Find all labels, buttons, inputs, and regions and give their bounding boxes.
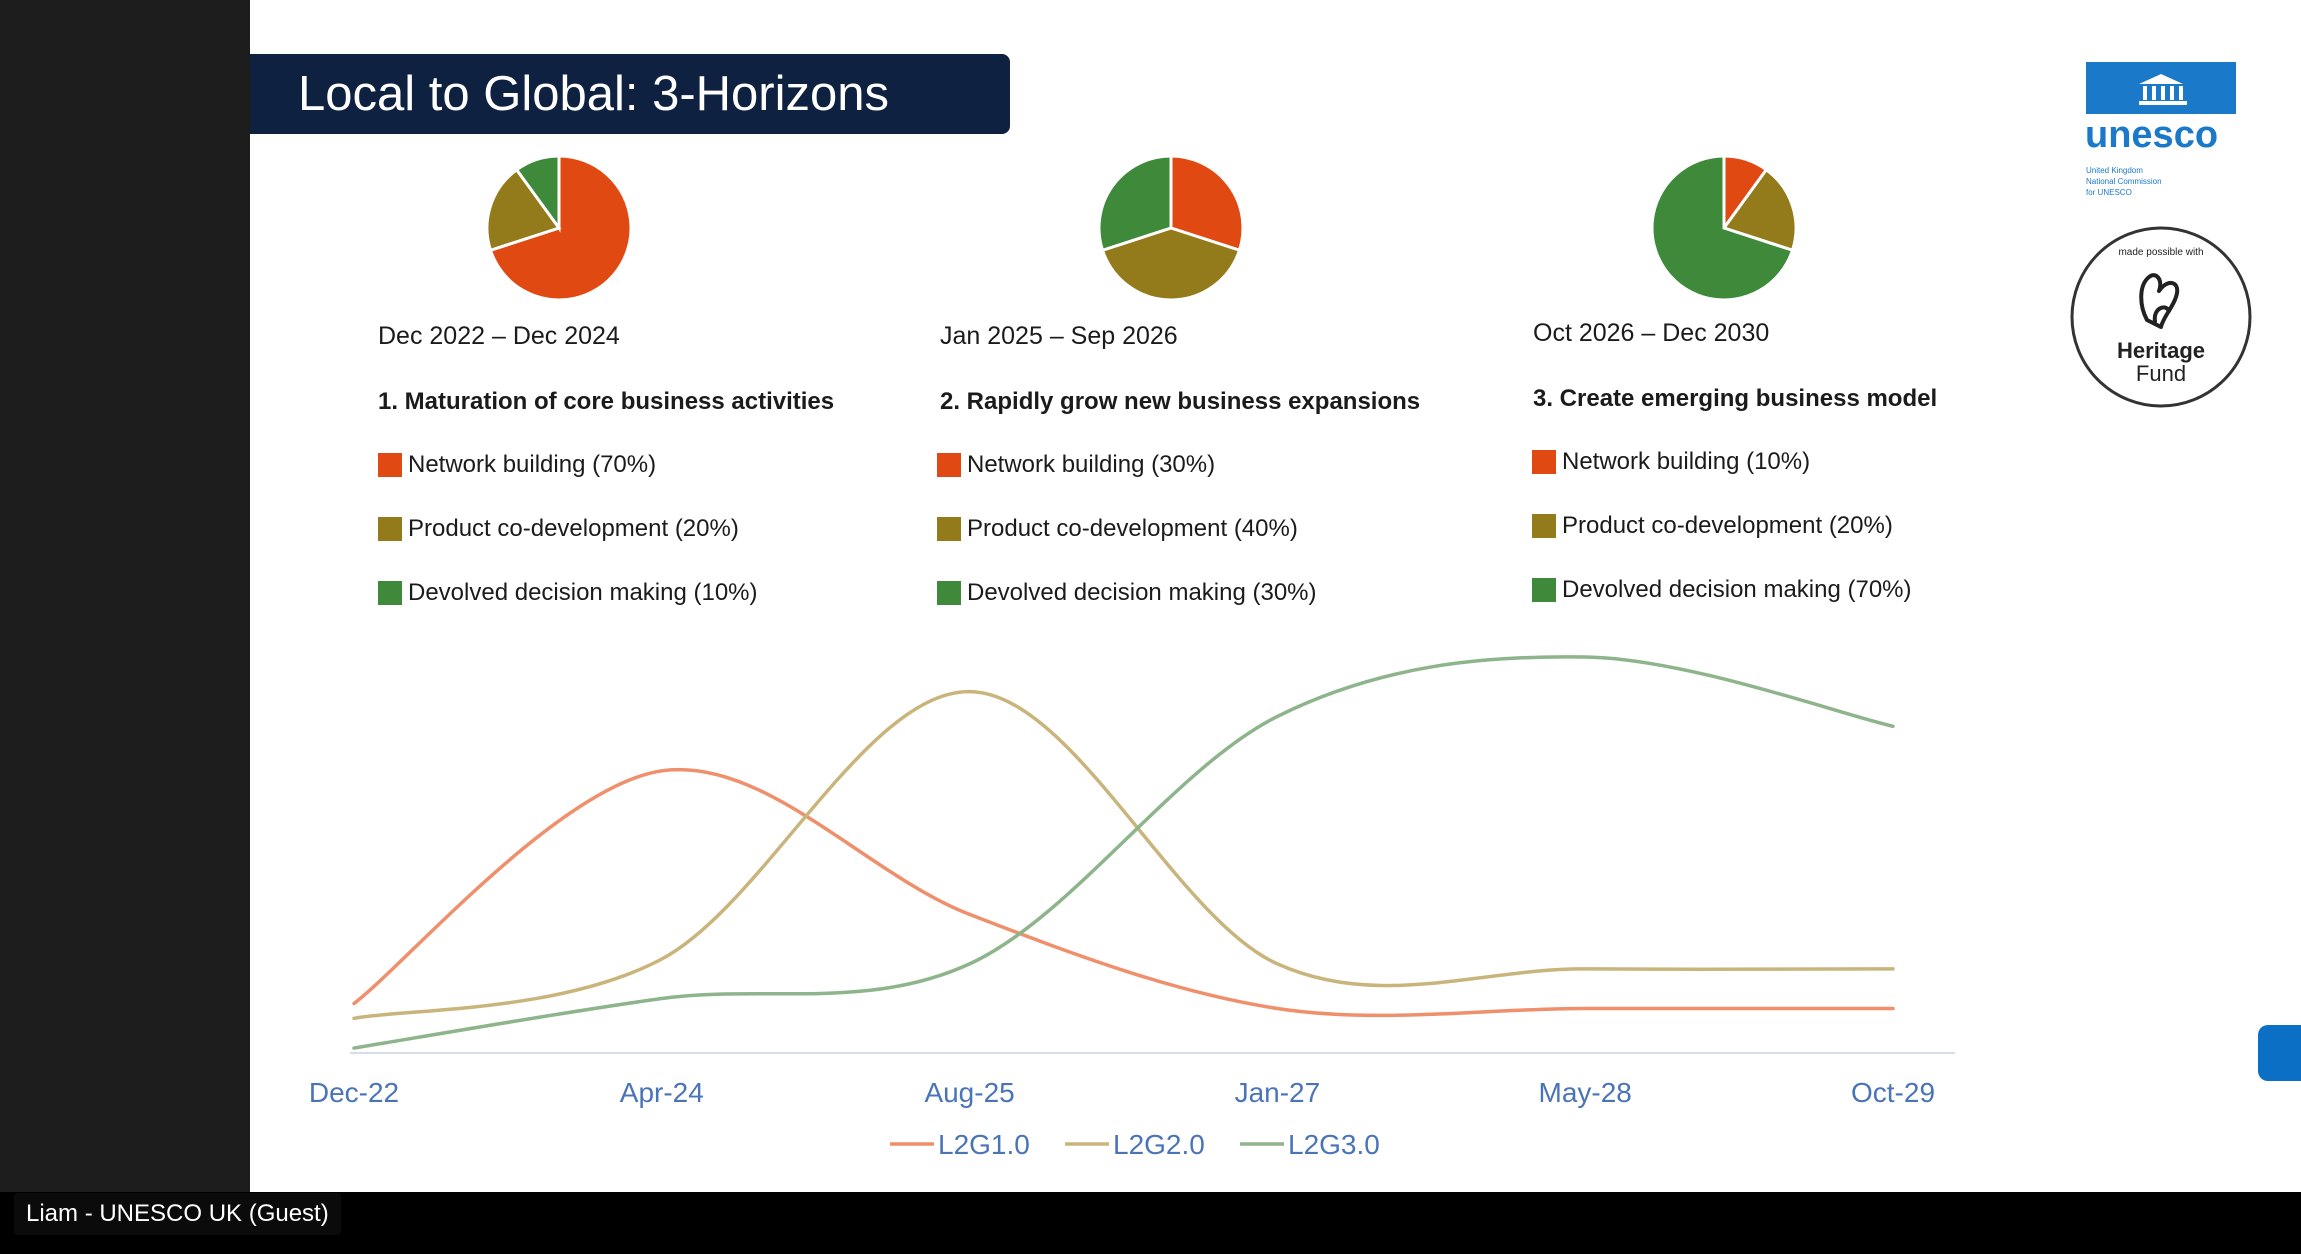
series-L2G2.0-line (352, 689, 1895, 1021)
legend-label: Product co-development (20%) (408, 515, 739, 542)
x-tick-label: May-28 (1539, 1077, 1632, 1108)
legend-label-L2G3.0: L2G3.0 (1288, 1129, 1380, 1160)
network-swatch (937, 453, 961, 477)
network-swatch (1532, 450, 1556, 474)
x-tick-label: Apr-24 (620, 1077, 704, 1108)
series-L2G1.0-line (352, 767, 1895, 1018)
horizon-2-heading: 2. Rapidly grow new business expansions (940, 388, 1421, 415)
series-L2G3.0-line (352, 655, 1895, 1050)
x-tick-label: Aug-25 (924, 1077, 1014, 1108)
legend-label: Network building (30%) (967, 451, 1216, 478)
svg-text:Fund: Fund (2136, 361, 2186, 386)
svg-text:unesco: unesco (2085, 114, 2218, 156)
legend-label: Network building (70%) (408, 451, 657, 478)
horizon-1-heading: 1. Maturation of core business activitie… (378, 388, 835, 415)
legend-label: Network building (10%) (1562, 448, 1811, 475)
devolved-swatch (937, 581, 961, 605)
crossed-fingers-icon (2139, 273, 2180, 329)
devolved-swatch (1532, 578, 1556, 602)
legend-label-L2G2.0: L2G2.0 (1113, 1129, 1205, 1160)
svg-text:Heritage: Heritage (2117, 338, 2205, 363)
legend-label: Product co-development (40%) (967, 515, 1298, 542)
horizon-3-heading: 3. Create emerging business model (1533, 385, 1938, 412)
x-tick-label: Oct-29 (1851, 1077, 1935, 1108)
product-swatch (378, 517, 402, 541)
x-tick-label: Dec-22 (309, 1077, 399, 1108)
network-swatch (378, 453, 402, 477)
horizon-3-pie-slice-2 (1721, 167, 1798, 253)
participant-name-label: Liam - UNESCO UK (Guest) (14, 1193, 341, 1235)
horizon-1-pie-slice-3 (514, 154, 561, 233)
devolved-swatch (378, 581, 402, 605)
horizon-2-pie-slice-1 (1169, 154, 1245, 253)
legend-label-L2G1.0: L2G1.0 (938, 1129, 1030, 1160)
svg-text:United Kingdom: United Kingdom (2086, 166, 2143, 175)
horizon-1-pie-slice-2 (485, 167, 562, 253)
meeting-bottom-bar (0, 1192, 2301, 1254)
horizon-2-pie-slice-3 (1097, 154, 1173, 253)
horizon-1-period: Dec 2022 – Dec 2024 (378, 322, 620, 350)
legend-label: Devolved decision making (70%) (1562, 576, 1912, 603)
svg-text:for UNESCO: for UNESCO (2086, 188, 2132, 197)
horizon-2-period: Jan 2025 – Sep 2026 (940, 322, 1178, 350)
slide-graphics: Dec-22 Apr-24 Aug-25 Jan-27 May-28 Oct-29 L2G1… (309, 154, 1955, 1160)
title-banner: Local to Global: 3-Horizons (250, 54, 1010, 134)
product-swatch (937, 517, 961, 541)
x-tick-label: Jan-27 (1235, 1077, 1321, 1108)
svg-text:made possible with: made possible with (2118, 247, 2203, 258)
legend-label: Devolved decision making (30%) (967, 579, 1317, 606)
legend-label: Devolved decision making (10%) (408, 579, 758, 606)
svg-text:National Commission: National Commission (2086, 177, 2162, 186)
shared-slide: Local to Global: 3-Horizons Dec 2022 – D… (250, 0, 2301, 1192)
heritage-fund-logo: made possible with Heritage Fund (2070, 226, 2252, 408)
horizon-3-period: Oct 2026 – Dec 2030 (1533, 319, 1770, 347)
left-video-strip (0, 0, 250, 1192)
product-swatch (1532, 514, 1556, 538)
unesco-logo: unesco United Kingdom National Commissio… (2085, 62, 2236, 197)
side-panel-tab[interactable] (2258, 1025, 2301, 1081)
slide-title: Local to Global: 3-Horizons (298, 67, 890, 121)
legend-label: Product co-development (20%) (1562, 512, 1893, 539)
horizon-3-pie-slice-3 (1650, 154, 1795, 302)
horizon-2-pie-slice-2 (1100, 226, 1242, 302)
